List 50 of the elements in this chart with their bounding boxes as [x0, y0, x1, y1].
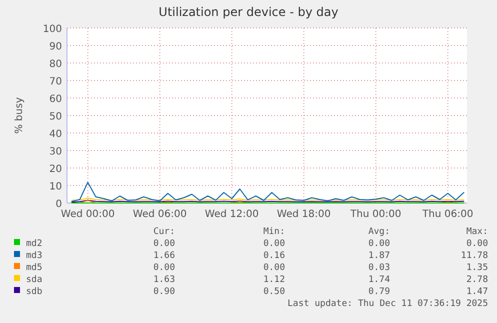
text: 0.00: [368, 239, 390, 249]
text: 0.00: [153, 239, 175, 249]
y-tick-label: 30: [49, 146, 62, 158]
y-axis-title: % busy: [14, 97, 25, 134]
legend-label: sdb: [26, 287, 42, 297]
y-tick-label: 50: [49, 112, 62, 122]
text: Cur:: [153, 227, 175, 237]
y-tick-label: 100: [42, 24, 62, 35]
text: Last update: Thu Dec 11 07:36:19 2025: [288, 299, 488, 309]
y-tick-label: 70: [49, 76, 62, 88]
y-tick-label: 60: [49, 94, 62, 105]
text: 0.00: [153, 263, 175, 273]
text: 1.12: [263, 275, 285, 285]
text: 1.87: [368, 251, 390, 261]
legend-label: sda: [26, 275, 42, 285]
x-tick-label: Thu 06:00: [421, 209, 474, 220]
text: Max:: [466, 227, 488, 237]
text: Avg:: [368, 227, 390, 237]
text: 0.90: [153, 287, 175, 297]
legend-label: md5: [26, 263, 42, 273]
text: 2.78: [466, 275, 488, 285]
text: 0.00: [263, 263, 285, 273]
text: 0.00: [466, 239, 488, 249]
x-tick-label: Wed 06:00: [132, 209, 187, 220]
y-tick-label: 20: [49, 164, 62, 175]
y-tick-label: 40: [49, 129, 62, 140]
text: 1.35: [466, 263, 488, 273]
x-tick-label: Thu 00:00: [349, 209, 402, 220]
text: 0.50: [263, 287, 285, 297]
legend-label: md2: [26, 239, 42, 249]
legend-label: md3: [26, 251, 42, 261]
x-tick-label: Wed 00:00: [60, 209, 115, 220]
text: 1.63: [153, 275, 175, 285]
y-tick-label: 0: [56, 199, 62, 210]
y-tick-label: 90: [49, 42, 62, 52]
text: 0.79: [368, 287, 390, 297]
text: Min:: [263, 227, 285, 237]
text: 0.16: [263, 251, 285, 261]
x-tick-label: Wed 18:00: [276, 209, 331, 220]
y-tick-label: 80: [49, 59, 62, 70]
text: 1.74: [368, 275, 390, 285]
text: 0.00: [263, 239, 285, 249]
text: 1.47: [466, 287, 488, 297]
line-series: [71, 182, 464, 202]
text: 0.03: [368, 263, 390, 273]
text: 11.78: [460, 251, 488, 261]
x-tick-label: Wed 12:00: [204, 209, 259, 220]
text: 1.66: [153, 251, 175, 261]
chart-title: Utilization per device - by day: [158, 5, 338, 19]
y-tick-label: 10: [49, 182, 62, 192]
